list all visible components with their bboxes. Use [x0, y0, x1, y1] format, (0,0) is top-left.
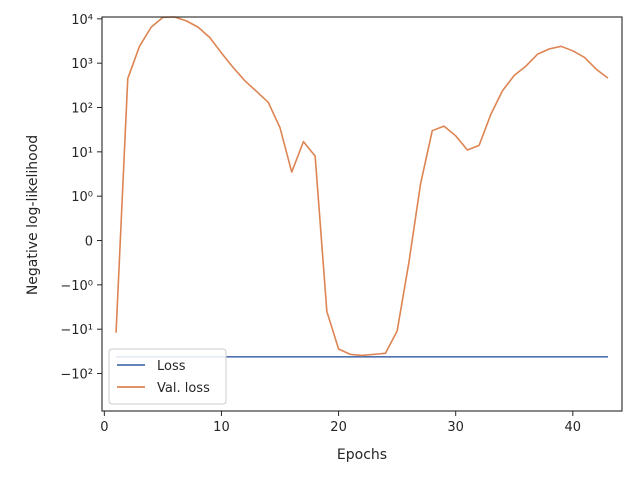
- y-tick-label: 10⁴: [71, 13, 93, 28]
- y-tick-label: 0: [85, 235, 93, 250]
- x-tick-label: 0: [100, 420, 108, 435]
- y-tick-label: 10²: [71, 102, 93, 117]
- y-tick-label: −10²: [60, 368, 93, 383]
- series-layer: [115, 16, 609, 358]
- y-tick-label: −10¹: [60, 323, 93, 338]
- y-ticks: 10⁴ 10³ 10² 10¹ 10⁰ 0 −10⁰ −10¹ −10²: [60, 13, 102, 383]
- legend-label: Loss: [157, 359, 186, 374]
- legend: Loss Val. loss: [108, 348, 227, 405]
- y-axis-label: Negative log-likelihood: [25, 135, 41, 295]
- axes-frame: [101, 16, 623, 412]
- legend-box: [108, 348, 227, 405]
- x-tick-label: 30: [447, 420, 464, 435]
- x-tick-label: 10: [213, 420, 230, 435]
- x-ticks: 0 10 20 30 40: [100, 411, 581, 435]
- legend-label: Val. loss: [157, 381, 210, 396]
- y-tick-label: 10⁰: [71, 190, 93, 205]
- y-tick-label: 10³: [71, 57, 93, 72]
- x-tick-label: 40: [565, 420, 582, 435]
- y-tick-label: −10⁰: [60, 279, 93, 294]
- series-line-2: [115, 16, 609, 357]
- x-tick-label: 20: [330, 420, 347, 435]
- x-axis-label: Epochs: [337, 447, 387, 463]
- y-tick-label: 10¹: [71, 146, 93, 161]
